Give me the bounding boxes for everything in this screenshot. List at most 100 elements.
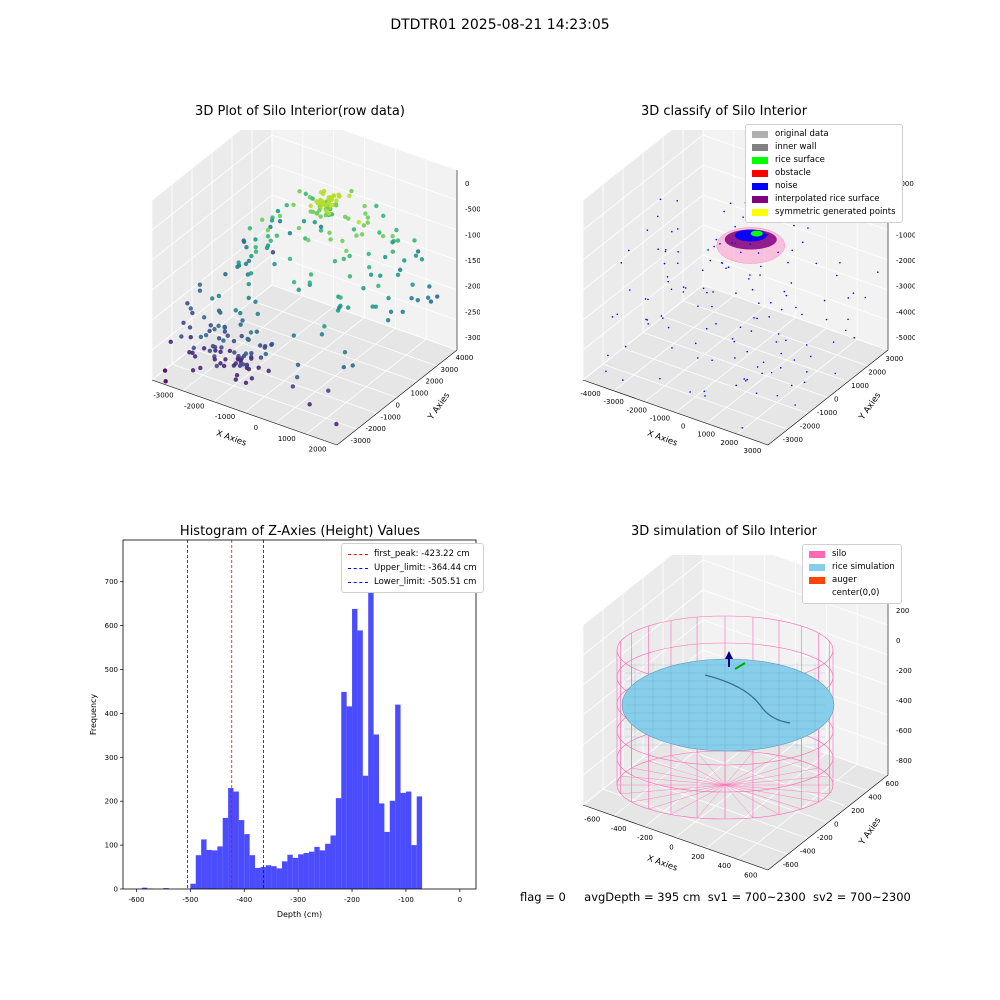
y-tick-label: -1000 bbox=[381, 413, 401, 421]
raw-point bbox=[236, 260, 241, 265]
legend-label: silo bbox=[832, 549, 847, 559]
x-tick-label: -600 bbox=[129, 896, 145, 904]
silo-floor-line bbox=[648, 760, 726, 786]
noise-point bbox=[787, 261, 789, 264]
noise-point bbox=[735, 384, 738, 387]
histogram-bar bbox=[373, 734, 379, 889]
raw-point bbox=[365, 215, 371, 220]
noise-point bbox=[758, 302, 760, 304]
raw-point bbox=[264, 245, 270, 251]
raw-point bbox=[327, 230, 332, 235]
histogram-bar bbox=[244, 834, 250, 889]
x-tick-label: -300 bbox=[290, 896, 306, 904]
y-tick-label: 4000 bbox=[456, 354, 474, 362]
x-tick-label: 1000 bbox=[278, 435, 296, 443]
z-tick-label: -2000 bbox=[465, 283, 480, 291]
noise-point bbox=[644, 298, 647, 300]
raw-point bbox=[390, 249, 396, 254]
raw-point bbox=[249, 356, 254, 361]
raw-point bbox=[410, 282, 415, 287]
noise-point bbox=[749, 243, 751, 246]
silo-floor-line bbox=[631, 784, 726, 803]
noise-point bbox=[671, 347, 673, 349]
x-tick-label: -200 bbox=[344, 896, 360, 904]
noise-point bbox=[864, 296, 867, 299]
raw-point bbox=[235, 264, 240, 269]
histogram-legend: first_peak: -423.22 cm Upper_limit: -364… bbox=[341, 543, 484, 593]
histogram-bar bbox=[346, 706, 353, 889]
raw-point bbox=[222, 325, 228, 330]
histogram-chart: -600 -500 -400 -300 -200 -100 0 0 100 200 300 400 50… bbox=[89, 539, 477, 919]
raw-point bbox=[336, 192, 341, 197]
raw-point bbox=[366, 251, 371, 257]
noise-point bbox=[844, 329, 847, 332]
noise-point bbox=[770, 301, 772, 304]
x-axis-line bbox=[582, 379, 769, 446]
y-tick-label: 600 bbox=[105, 622, 118, 630]
x-tick-label: -400 bbox=[611, 825, 627, 833]
noise-point bbox=[801, 313, 803, 316]
raw-point bbox=[191, 345, 196, 351]
noise-point bbox=[670, 288, 673, 291]
noise-point bbox=[731, 338, 734, 340]
raw-point bbox=[253, 244, 258, 250]
noise-point bbox=[689, 391, 691, 393]
legend-label: symmetric generated points bbox=[775, 207, 896, 217]
raw-point bbox=[308, 209, 313, 214]
raw-point bbox=[380, 233, 386, 239]
noise-point bbox=[777, 251, 779, 254]
noise-point bbox=[746, 378, 749, 381]
z-tick-label: -1000 bbox=[465, 231, 480, 239]
raw-point bbox=[249, 376, 255, 381]
classify-legend-item: symmetric generated points bbox=[752, 206, 896, 219]
raw-point bbox=[253, 249, 259, 254]
noise-point bbox=[663, 262, 666, 265]
raw-point bbox=[390, 233, 395, 239]
noise-point bbox=[815, 262, 818, 265]
raw-point bbox=[314, 211, 319, 216]
raw-point bbox=[378, 273, 383, 278]
x-tick-label: 2000 bbox=[309, 446, 327, 454]
silo-floor-line bbox=[724, 784, 830, 794]
x-axis-label: Depth (cm) bbox=[277, 910, 322, 919]
raw-point bbox=[291, 279, 297, 285]
raw-point bbox=[245, 336, 250, 342]
raw-point bbox=[162, 368, 168, 373]
raw-point bbox=[197, 288, 203, 293]
noise-point bbox=[661, 317, 664, 319]
raw-point bbox=[341, 256, 346, 262]
legend-line bbox=[348, 553, 368, 555]
raw-point bbox=[168, 339, 173, 345]
noise-point bbox=[657, 248, 659, 251]
raw-point bbox=[326, 388, 331, 393]
y-tick-label: 500 bbox=[105, 666, 118, 674]
legend-swatch bbox=[809, 577, 825, 584]
raw-point bbox=[307, 280, 312, 285]
noise-point bbox=[706, 291, 708, 294]
raw-point bbox=[257, 343, 263, 348]
histogram-bar bbox=[416, 796, 423, 889]
noise-point bbox=[701, 269, 704, 272]
y-tick-label: -1000 bbox=[817, 409, 837, 417]
y-tick-label: 0 bbox=[834, 821, 838, 829]
histogram-bar bbox=[211, 850, 218, 889]
legend-label: original data bbox=[775, 129, 829, 139]
raw-points bbox=[162, 188, 440, 427]
noise-point bbox=[620, 262, 623, 264]
silo-floor-line bbox=[724, 767, 819, 786]
x-tick-label: 600 bbox=[744, 871, 757, 879]
silo-floor-line bbox=[724, 760, 802, 786]
histogram-bar bbox=[206, 849, 212, 889]
raw-point bbox=[347, 274, 353, 279]
histogram-bar bbox=[303, 853, 309, 889]
raw-point bbox=[351, 227, 357, 232]
raw-point bbox=[295, 362, 301, 367]
histogram-bar bbox=[238, 820, 245, 889]
histogram-bar bbox=[163, 888, 169, 889]
raw-point bbox=[365, 220, 370, 225]
rice-ridge bbox=[704, 674, 791, 724]
y-tick-label: 300 bbox=[105, 754, 118, 762]
noise-point bbox=[702, 287, 705, 290]
raw-point bbox=[275, 208, 281, 214]
silo-floor-line bbox=[631, 767, 726, 786]
